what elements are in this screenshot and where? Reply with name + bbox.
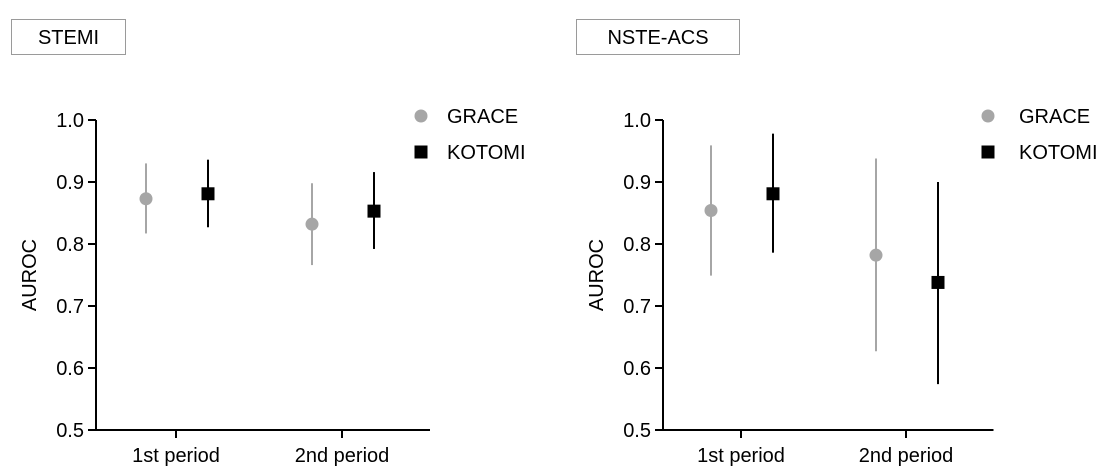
y-tick-label: 0.5 (56, 420, 84, 442)
legend-marker-kotomi (981, 145, 995, 159)
legend-label-kotomi: KOTOMI (1019, 142, 1098, 164)
y-tick-label: 1.0 (56, 110, 84, 132)
legend-label-grace: GRACE (447, 106, 518, 128)
legend-marker-kotomi (414, 145, 428, 159)
data-point-kotomi (201, 187, 215, 201)
y-tick-label: 0.5 (623, 420, 651, 442)
x-tick-label: 1st period (697, 445, 785, 467)
y-tick-label: 1.0 (623, 110, 651, 132)
data-point-grace (704, 204, 718, 218)
legend-label-kotomi: KOTOMI (447, 142, 526, 164)
y-tick-label: 0.6 (623, 358, 651, 380)
y-axis-label: AUROC (586, 239, 608, 311)
data-point-kotomi (367, 204, 381, 218)
legend-marker-grace (981, 109, 995, 123)
data-point-grace (139, 192, 153, 206)
y-tick-label: 0.8 (56, 234, 84, 256)
legend-label-grace: GRACE (1019, 106, 1090, 128)
data-point-grace (305, 217, 319, 231)
stemi-panel-title: STEMI (11, 19, 126, 55)
nste-acs-panel-title: NSTE-ACS (576, 19, 740, 55)
y-tick-label: 0.7 (623, 296, 651, 318)
x-tick-label: 2nd period (295, 445, 390, 467)
x-tick-label: 1st period (132, 445, 220, 467)
data-point-kotomi (766, 187, 780, 201)
data-point-kotomi (931, 275, 945, 289)
y-axis-label: AUROC (19, 239, 41, 311)
y-tick-label: 0.9 (623, 172, 651, 194)
y-tick-label: 0.7 (56, 296, 84, 318)
legend-marker-grace (414, 109, 428, 123)
y-tick-label: 0.6 (56, 358, 84, 380)
x-tick-label: 2nd period (859, 445, 954, 467)
y-tick-label: 0.9 (56, 172, 84, 194)
data-point-grace (869, 248, 883, 262)
y-tick-label: 0.8 (623, 234, 651, 256)
